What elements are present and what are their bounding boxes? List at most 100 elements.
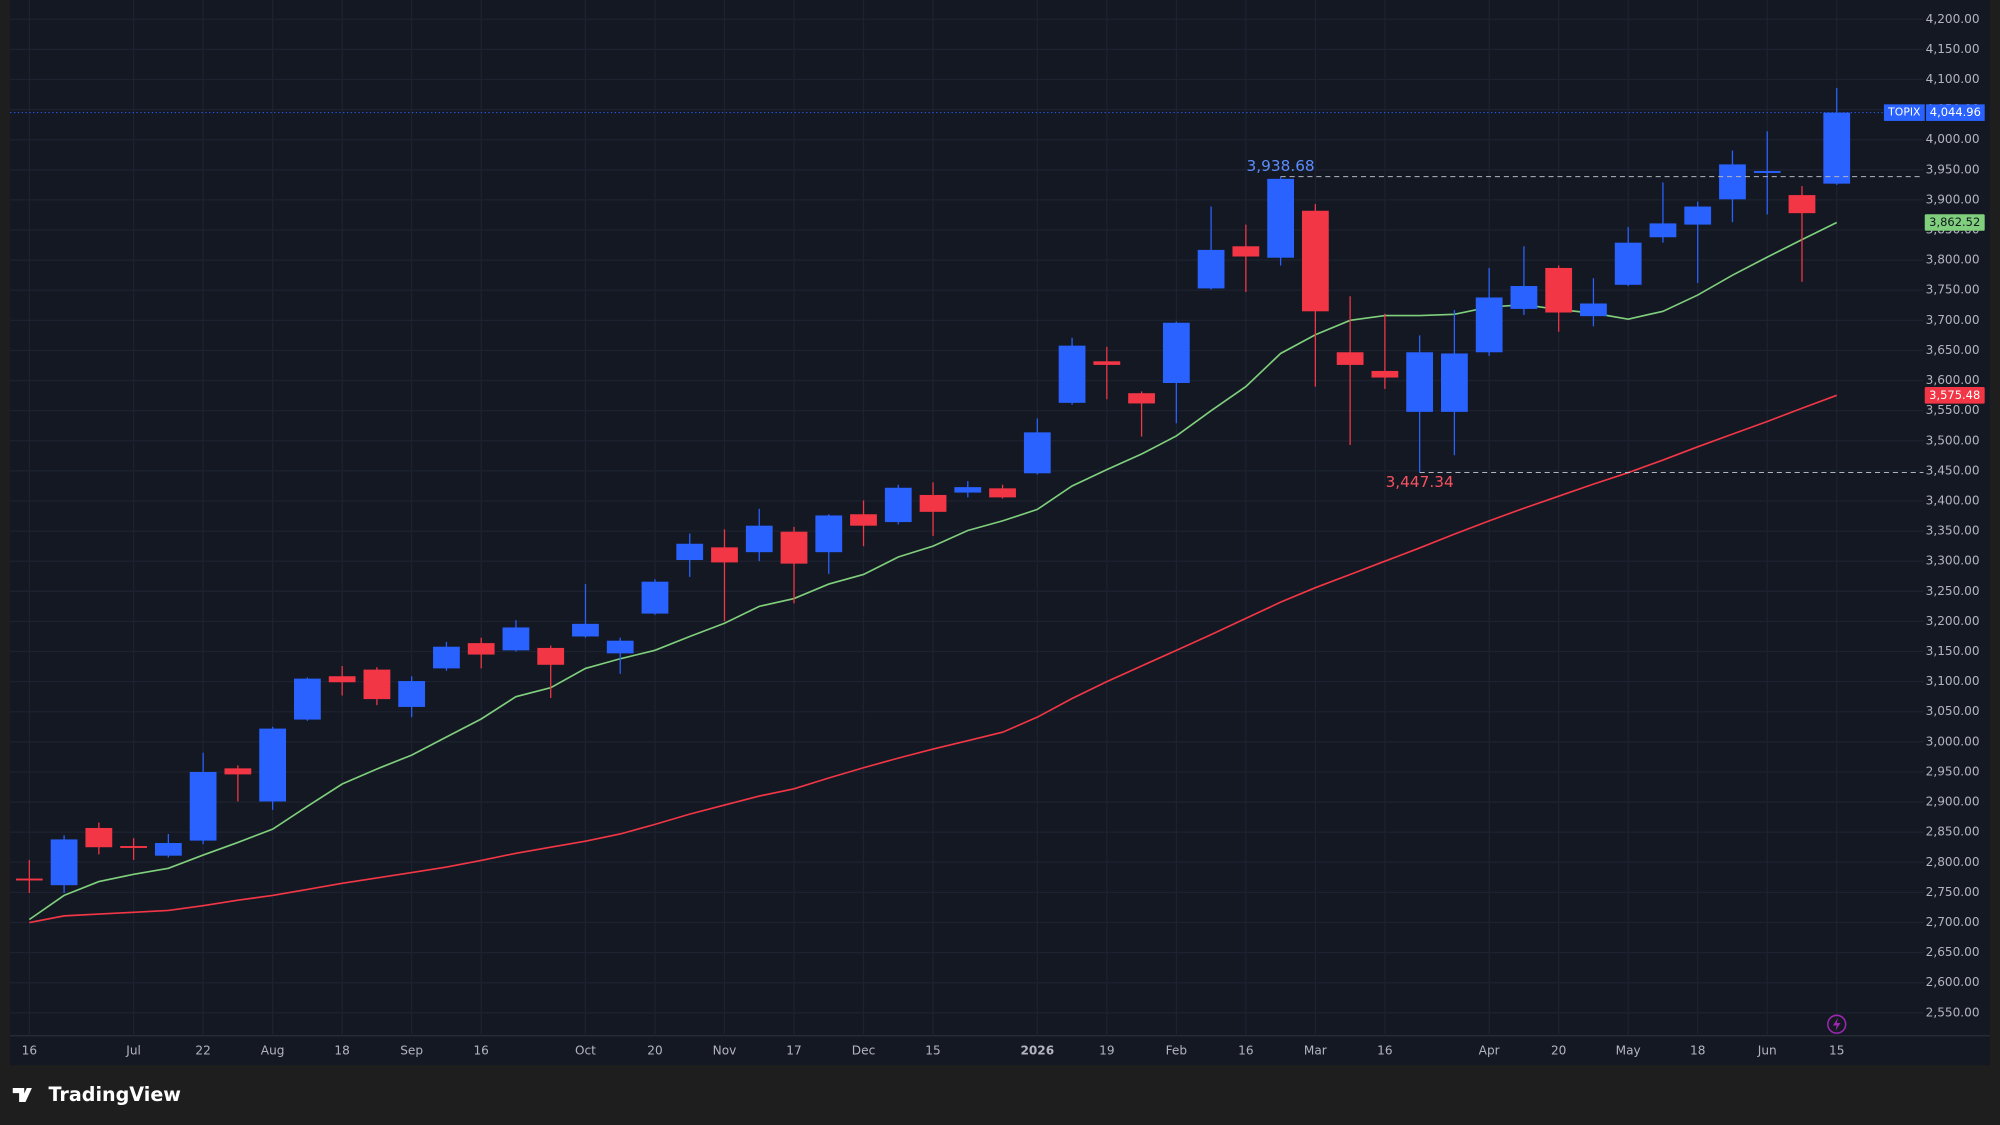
candle-body [467,643,495,655]
x-tick-label: 16 [1238,1044,1253,1058]
y-tick-label: 2,850.00 [1926,825,1980,839]
x-tick-label: 16 [473,1044,488,1058]
symbol-label-box [1883,104,1925,121]
x-tick-label: Jun [1757,1044,1777,1058]
candle-body [815,515,843,553]
x-tick-label: 15 [1829,1044,1844,1058]
candle-body [1232,246,1260,257]
y-tick-label: 3,700.00 [1926,313,1980,327]
y-tick-label: 3,900.00 [1926,192,1980,206]
x-tick-label: May [1616,1044,1641,1058]
candle-body [1023,432,1051,474]
candle-body [1406,352,1434,412]
y-tick-label: 3,050.00 [1926,704,1980,718]
y-tick-label: 3,450.00 [1926,463,1980,477]
candle-body [363,669,391,700]
candle-body [1162,322,1190,383]
x-tick-label: Dec [852,1044,875,1058]
y-tick-label: 4,100.00 [1926,72,1980,86]
y-tick-label: 3,200.00 [1926,614,1980,628]
x-tick-label: 18 [1690,1044,1705,1058]
overlays: TOPIX 4,044.96 3,862.52 3,575.48 3,938.68 3,4… [10,104,1985,491]
candle-body [989,488,1016,498]
candle-body [1301,210,1329,312]
candle-body [606,640,634,654]
candle-body [1753,171,1781,173]
candle-body [1093,361,1121,365]
candle-body [1475,297,1503,353]
y-tick-label: 2,700.00 [1926,915,1980,929]
x-tick-label: Nov [713,1044,737,1058]
y-tick-label: 3,000.00 [1926,734,1980,748]
y-tick-label: 2,550.00 [1926,1005,1980,1019]
symbol-label: TOPIX [1887,106,1921,119]
layers: 2,550.00 2,600.00 2,650.00 2,700.00 2,750.00… [10,0,1985,1058]
candle-body [711,547,738,563]
replay-icon[interactable] [1827,1014,1847,1034]
y-tick-label: 3,150.00 [1926,644,1980,658]
candle-body [1371,370,1399,378]
x-tick-label: Apr [1479,1044,1500,1058]
candle-body [433,646,460,669]
candle-body [50,839,78,886]
y-tick-label: 2,600.00 [1926,975,1980,989]
x-tick-label: 20 [647,1044,662,1058]
x-tick-label: 20 [1551,1044,1566,1058]
candle-body [224,768,252,775]
candle-body [120,846,148,848]
x-tick-label: Mar [1304,1044,1327,1058]
y-tick-label: 2,900.00 [1926,795,1980,809]
x-tick-label: Jul [125,1044,141,1058]
x-tick-label: Feb [1166,1044,1188,1058]
y-tick-label: 3,250.00 [1926,584,1980,598]
x-tick-label: Oct [575,1044,596,1058]
price-label-box [1926,104,1985,121]
y-tick-label: 3,550.00 [1926,403,1980,417]
y-tick-label: 3,350.00 [1926,524,1980,538]
x-tick-label: Sep [400,1044,423,1058]
ma-label-box [1924,214,1985,231]
ma-label: 3,575.48 [1929,388,1980,402]
y-tick-label: 3,750.00 [1926,283,1980,297]
candle-body [398,681,426,707]
candle-body [1510,286,1538,309]
candle-body [259,728,287,802]
candle-body [1197,249,1225,289]
candle-body [641,581,669,614]
high-marker-label: 3,938.68 [1247,157,1315,175]
candle-body [850,514,877,526]
candle-body [15,878,43,881]
candle-body [1823,112,1851,184]
x-tick-label: 19 [1099,1044,1114,1058]
y-tick-label: 4,150.00 [1926,42,1980,56]
candle-body [1441,353,1468,412]
x-tick-label: 17 [786,1044,801,1058]
y-tick-label: 4,000.00 [1926,132,1980,146]
candle-body [502,627,530,651]
candle-body [1649,223,1677,238]
y-tick-label: 3,300.00 [1926,554,1980,568]
ma-label-box [1924,387,1985,404]
candle-body [919,494,947,512]
candle-body [745,525,773,553]
candle-body [884,487,912,523]
candle-body [1336,352,1364,365]
chart-pane [10,0,1990,1066]
x-tick-label: 16 [1377,1044,1392,1058]
candle-body [189,771,217,841]
candle-body [780,531,808,564]
candle-body [676,543,704,561]
moving-average-line [29,394,1838,924]
y-tick-label: 2,800.00 [1926,855,1980,869]
price-label: 4,044.96 [1930,105,1981,119]
candle-body [294,678,321,720]
candle-body [1614,242,1642,285]
candle-body [954,487,982,493]
brand-name: TradingView [48,1083,181,1106]
y-tick-label: 3,400.00 [1926,493,1980,507]
candle-body [1058,345,1086,403]
candle-body [1128,393,1155,404]
x-tick-label: Aug [261,1044,285,1058]
axes: 2,550.00 2,600.00 2,650.00 2,700.00 2,750.00… [22,12,1980,1058]
